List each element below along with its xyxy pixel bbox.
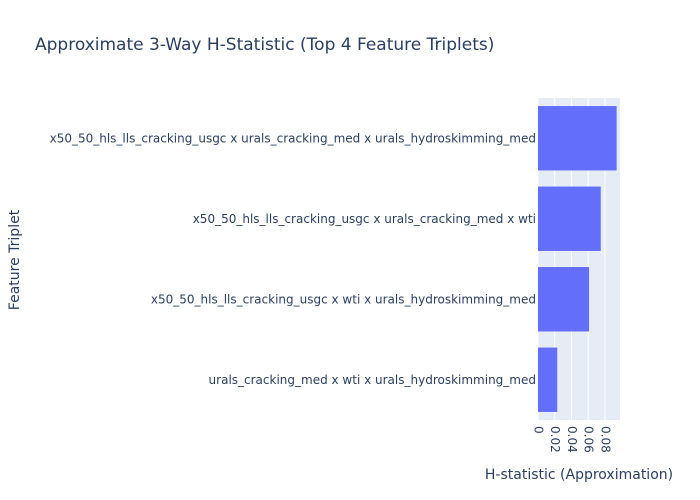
- category-label-1: x50_50_hls_lls_cracking_usgc x urals_cra…: [193, 212, 536, 226]
- bar-0: [538, 106, 617, 171]
- category-label-3: urals_cracking_med x wti x urals_hydrosk…: [209, 373, 536, 387]
- category-label-0: x50_50_hls_lls_cracking_usgc x urals_cra…: [50, 131, 536, 145]
- y-axis-title: Feature Triplet: [7, 209, 23, 310]
- x-tick-label-0: 0: [532, 426, 546, 434]
- x-tick-label-1: 0.02: [548, 426, 562, 453]
- y-category-labels: x50_50_hls_lls_cracking_usgc x urals_cra…: [50, 131, 536, 387]
- x-tick-label-4: 0.08: [598, 426, 612, 453]
- chart-title: Approximate 3-Way H-Statistic (Top 4 Fea…: [35, 35, 494, 55]
- bar-2: [538, 267, 590, 332]
- x-tick-labels: 0 0.02 0.04 0.06 0.08: [532, 426, 613, 453]
- category-label-2: x50_50_hls_lls_cracking_usgc x wti x ura…: [151, 292, 536, 306]
- bar-1: [538, 186, 601, 251]
- x-axis-title: H-statistic (Approximation): [485, 467, 673, 483]
- x-tick-label-3: 0.06: [582, 426, 596, 453]
- x-tick-label-2: 0.04: [565, 426, 579, 453]
- bar-3: [538, 347, 558, 412]
- bars: [538, 106, 617, 412]
